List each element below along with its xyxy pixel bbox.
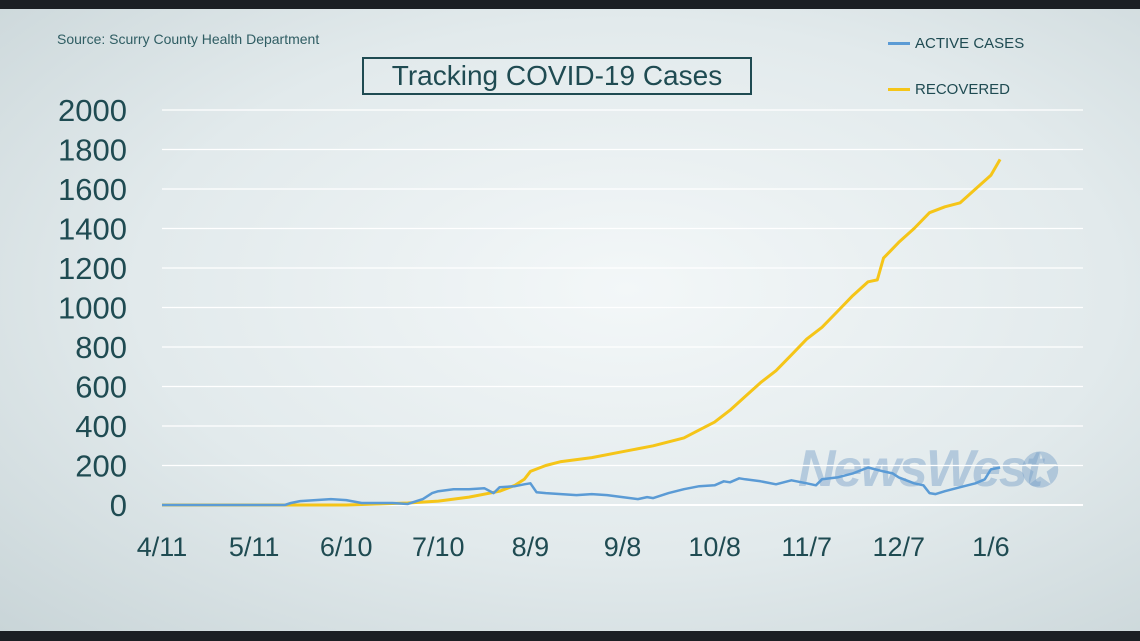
chart-title: Tracking COVID-19 Cases [362, 57, 752, 95]
watermark-logo: NewsWest [798, 440, 1043, 498]
x-tick-label: 12/7 [873, 532, 926, 562]
y-tick-label: 2000 [58, 93, 127, 128]
y-tick-label: 0 [110, 488, 127, 523]
y-tick-label: 1400 [58, 212, 127, 247]
y-tick-label: 400 [75, 409, 127, 444]
x-tick-label: 8/9 [512, 532, 550, 562]
legend-swatch-active [888, 42, 910, 45]
x-tick-label: 9/8 [604, 532, 642, 562]
x-tick-label: 5/11 [229, 532, 280, 562]
x-tick-label: 11/7 [781, 532, 832, 562]
y-tick-label: 600 [75, 370, 127, 405]
legend-label-recovered: RECOVERED [915, 81, 1011, 98]
x-tick-label: 4/11 [137, 532, 188, 562]
x-tick-label: 6/10 [320, 532, 373, 562]
chart-frame: Source: Scurry County Health Department … [0, 9, 1140, 631]
y-tick-label: 1000 [58, 291, 127, 326]
legend-swatch-recovered [888, 88, 910, 91]
y-tick-label: 1600 [58, 172, 127, 207]
series-line-active-cases [162, 466, 1001, 507]
y-tick-label: 1800 [58, 133, 127, 168]
x-tick-label: 1/6 [972, 532, 1010, 562]
star-9-icon: ✪ [1020, 445, 1061, 498]
x-tick-label: 7/10 [412, 532, 465, 562]
y-tick-label: 1200 [58, 251, 127, 286]
y-tick-label: 800 [75, 330, 127, 365]
legend-label-active: ACTIVE CASES [915, 35, 1025, 52]
legend-item-active: ACTIVE CASES [888, 35, 1024, 52]
source-note: Source: Scurry County Health Department [57, 31, 320, 47]
chart-plot: 20001800160014001200100080060040020004/1… [58, 93, 1083, 562]
series-line-recovered [162, 158, 1002, 507]
x-tick-label: 10/8 [688, 532, 741, 562]
y-tick-label: 200 [75, 449, 127, 484]
legend-item-recovered: RECOVERED [888, 81, 1010, 98]
